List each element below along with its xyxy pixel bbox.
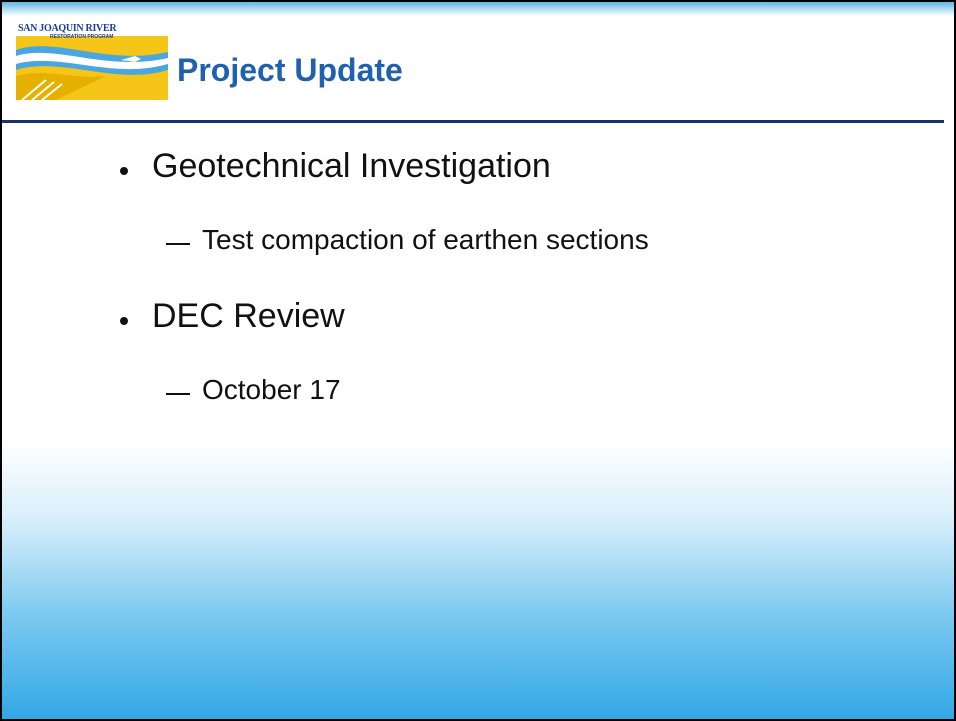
sub-dash <box>166 243 190 245</box>
sub-dash <box>166 393 190 395</box>
title-rule <box>2 120 944 123</box>
logo-line2: RESTORATION PROGRAM <box>50 34 114 40</box>
logo-line1: SAN JOAQUIN RIVER <box>18 23 117 34</box>
bullet-text: DEC Review <box>152 297 345 335</box>
sub-text: October 17 <box>202 374 341 405</box>
slide-title: Project Update <box>177 52 403 88</box>
bullet-dot <box>120 317 128 325</box>
sub-text: Test compaction of earthen sections <box>202 224 649 255</box>
bullet-dot <box>120 167 128 175</box>
logo-graphic <box>16 36 168 100</box>
bullet-text: Geotechnical Investigation <box>152 147 551 185</box>
